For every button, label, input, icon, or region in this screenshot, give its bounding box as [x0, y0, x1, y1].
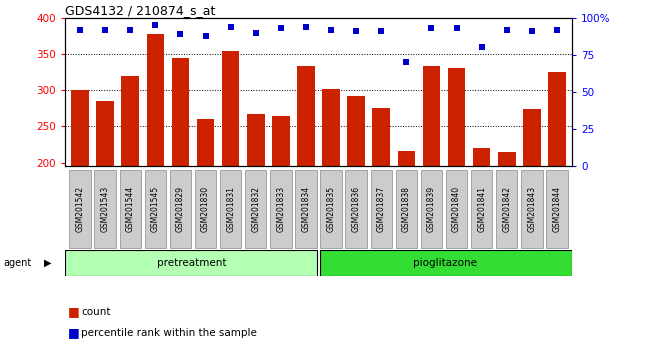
FancyBboxPatch shape: [220, 170, 241, 248]
Text: ■: ■: [68, 326, 80, 339]
Bar: [272, 116, 290, 166]
Text: GSM201833: GSM201833: [276, 186, 285, 232]
Point: [75, 27, 85, 33]
Bar: [448, 68, 465, 166]
Text: agent: agent: [3, 258, 31, 268]
Point: [226, 24, 236, 29]
Point: [552, 27, 562, 33]
Text: GSM201840: GSM201840: [452, 186, 461, 232]
Point: [351, 28, 361, 34]
Point: [526, 28, 537, 34]
Text: ▶: ▶: [44, 258, 52, 268]
FancyBboxPatch shape: [546, 170, 567, 248]
FancyBboxPatch shape: [521, 170, 543, 248]
Bar: [322, 89, 340, 166]
Text: GSM201839: GSM201839: [427, 186, 436, 232]
Text: GDS4132 / 210874_s_at: GDS4132 / 210874_s_at: [65, 4, 215, 17]
Text: GSM201544: GSM201544: [125, 186, 135, 232]
Text: GSM201829: GSM201829: [176, 186, 185, 232]
Text: GSM201837: GSM201837: [377, 186, 385, 232]
Text: GSM201841: GSM201841: [477, 186, 486, 232]
Point: [276, 25, 286, 31]
Text: GSM201830: GSM201830: [201, 186, 210, 232]
Point: [200, 33, 211, 38]
FancyBboxPatch shape: [170, 170, 191, 248]
Point: [100, 27, 110, 33]
FancyBboxPatch shape: [320, 170, 342, 248]
FancyBboxPatch shape: [370, 170, 392, 248]
Bar: [172, 58, 189, 166]
Bar: [122, 76, 139, 166]
Text: GSM201834: GSM201834: [302, 186, 311, 232]
FancyBboxPatch shape: [346, 170, 367, 248]
Text: GSM201831: GSM201831: [226, 186, 235, 232]
Point: [451, 25, 462, 31]
Point: [176, 31, 186, 37]
Bar: [247, 114, 265, 166]
Text: GSM201836: GSM201836: [352, 186, 361, 232]
FancyBboxPatch shape: [145, 170, 166, 248]
Point: [476, 45, 487, 50]
Text: GSM201838: GSM201838: [402, 186, 411, 232]
Text: GSM201835: GSM201835: [326, 186, 335, 232]
Bar: [548, 72, 566, 166]
Text: GSM201844: GSM201844: [552, 186, 562, 232]
Point: [426, 25, 437, 31]
Bar: [372, 108, 390, 166]
Text: GSM201832: GSM201832: [252, 186, 260, 232]
Text: pretreatment: pretreatment: [157, 258, 226, 268]
Point: [326, 27, 336, 33]
FancyBboxPatch shape: [496, 170, 517, 248]
Point: [401, 59, 411, 65]
FancyBboxPatch shape: [270, 170, 291, 248]
FancyBboxPatch shape: [94, 170, 116, 248]
Bar: [65, 250, 317, 276]
Bar: [422, 66, 440, 166]
Text: ■: ■: [68, 305, 80, 318]
Point: [125, 27, 135, 33]
Bar: [197, 119, 214, 166]
Text: GSM201543: GSM201543: [101, 186, 110, 232]
Point: [150, 22, 161, 28]
Text: pioglitazone: pioglitazone: [413, 258, 477, 268]
Bar: [72, 90, 89, 166]
FancyBboxPatch shape: [446, 170, 467, 248]
FancyBboxPatch shape: [195, 170, 216, 248]
Bar: [347, 96, 365, 166]
Bar: [96, 101, 114, 166]
Point: [376, 28, 387, 34]
Text: GSM201545: GSM201545: [151, 186, 160, 232]
FancyBboxPatch shape: [396, 170, 417, 248]
FancyBboxPatch shape: [295, 170, 317, 248]
Point: [502, 27, 512, 33]
Bar: [146, 34, 164, 166]
FancyBboxPatch shape: [245, 170, 266, 248]
Point: [250, 30, 261, 35]
Text: GSM201542: GSM201542: [75, 186, 84, 232]
Bar: [473, 148, 491, 166]
Bar: [297, 65, 315, 166]
Bar: [523, 109, 541, 166]
Bar: [398, 151, 415, 166]
Text: GSM201842: GSM201842: [502, 186, 512, 232]
Bar: [498, 152, 515, 166]
Point: [301, 24, 311, 29]
FancyBboxPatch shape: [70, 170, 91, 248]
Bar: [222, 51, 239, 166]
Text: percentile rank within the sample: percentile rank within the sample: [81, 328, 257, 338]
FancyBboxPatch shape: [421, 170, 442, 248]
Bar: [320, 250, 572, 276]
Text: GSM201843: GSM201843: [527, 186, 536, 232]
FancyBboxPatch shape: [471, 170, 492, 248]
FancyBboxPatch shape: [120, 170, 141, 248]
Text: count: count: [81, 307, 110, 316]
